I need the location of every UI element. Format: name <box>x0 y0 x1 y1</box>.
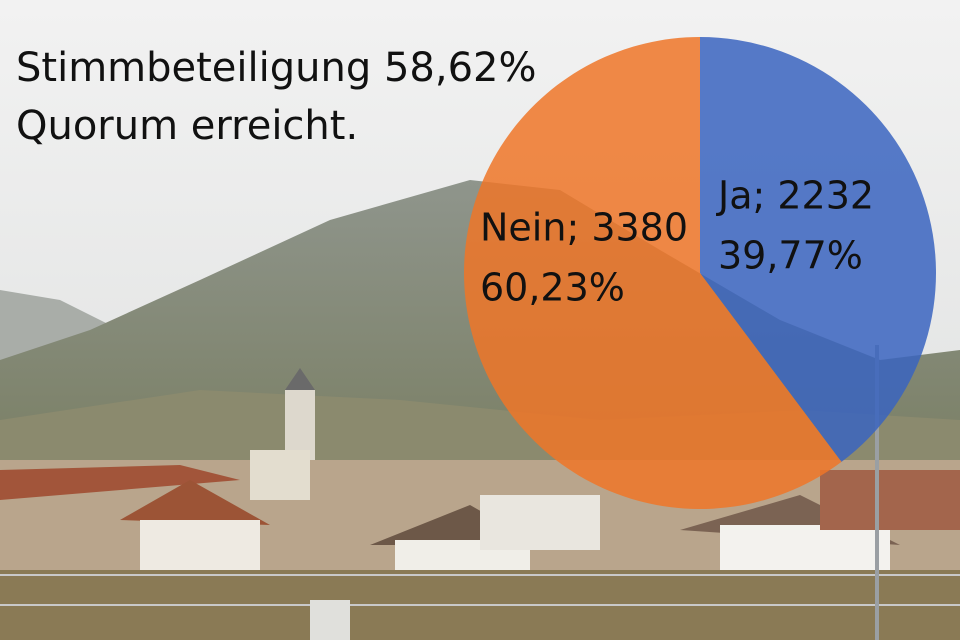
slice-percent: 39,77% <box>718 234 863 278</box>
pie-slice <box>464 37 842 510</box>
chart-title: Stimmbeteiligung 58,62% <box>16 45 536 91</box>
slice-percent: 60,23% <box>480 266 625 310</box>
pie-slice <box>700 37 937 462</box>
pie: Ja; 2232 39,77% Nein; 3380 60,23% <box>464 37 937 510</box>
slice-label: Ja; 2232 <box>716 174 874 218</box>
slice-label: Nein; 3380 <box>480 206 688 250</box>
chart-subtitle: Quorum erreicht. <box>16 103 358 149</box>
